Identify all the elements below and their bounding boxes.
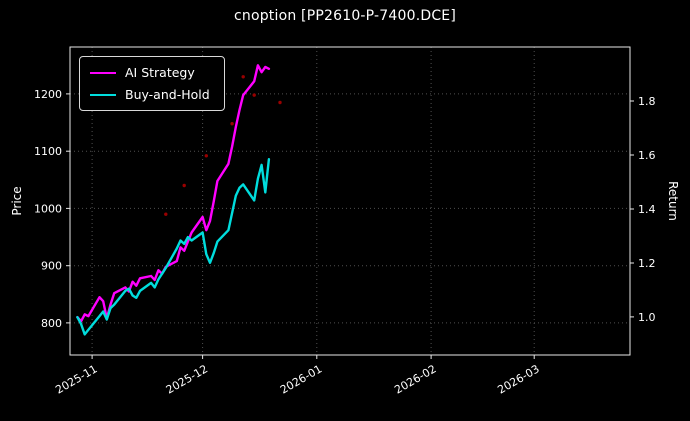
grid xyxy=(70,47,630,355)
signal-dot xyxy=(204,154,208,158)
y-tick-label-right: 1.0 xyxy=(638,311,656,324)
x-tick-label: 2026-01 xyxy=(278,362,324,396)
y-axis-label-right: Return xyxy=(666,181,680,221)
y-axis-left-ticks: 800 900 1000 1100 1200 xyxy=(34,88,70,330)
y-tick-label-right: 1.8 xyxy=(638,95,656,108)
axes-frame xyxy=(69,46,631,356)
signal-dot xyxy=(164,212,168,216)
x-tick-label: 2026-03 xyxy=(495,362,541,396)
y-tick-label-right: 1.4 xyxy=(638,203,656,216)
legend-item-buy-and-hold: Buy-and-Hold xyxy=(90,87,210,102)
legend-item-ai-strategy: AI Strategy xyxy=(90,65,210,80)
x-tick-label: 2025-11 xyxy=(53,362,99,396)
signal-dot xyxy=(182,183,186,188)
signal-dot xyxy=(252,93,256,97)
series-lines xyxy=(76,64,271,336)
y-tick-label-left: 1000 xyxy=(34,202,62,215)
y-tick-label-left: 900 xyxy=(41,260,62,273)
ai-strategy-line-swatch xyxy=(90,71,116,74)
y-tick-label-left: 800 xyxy=(41,317,62,330)
series-line xyxy=(76,157,271,336)
y-tick-label-left: 1100 xyxy=(34,145,62,158)
x-tick-label: 2026-02 xyxy=(392,362,438,396)
legend: AI Strategy Buy-and-Hold xyxy=(79,56,225,111)
y-tick-label-right: 1.2 xyxy=(638,257,656,270)
y-tick-label-right: 1.6 xyxy=(638,149,656,162)
legend-label-ai-strategy: AI Strategy xyxy=(125,65,195,80)
signal-dot xyxy=(278,100,282,105)
legend-label-buy-and-hold: Buy-and-Hold xyxy=(125,87,210,102)
y-tick-label-left: 1200 xyxy=(34,88,62,101)
y-axis-right-ticks: 1.0 1.2 1.4 1.6 1.8 xyxy=(630,95,656,324)
x-axis-ticks: 2025-11 2025-12 2026-01 2026-02 2026-03 xyxy=(53,355,542,397)
x-tick-label: 2025-12 xyxy=(164,362,210,396)
signal-dot xyxy=(230,122,234,126)
signal-markers xyxy=(164,75,282,216)
buy-and-hold-line-swatch xyxy=(90,93,116,96)
y-axis-label-left: Price xyxy=(10,186,24,216)
chart-title: cnoption [PP2610-P-7400.DCE] xyxy=(233,8,457,24)
signal-dot xyxy=(241,75,245,79)
